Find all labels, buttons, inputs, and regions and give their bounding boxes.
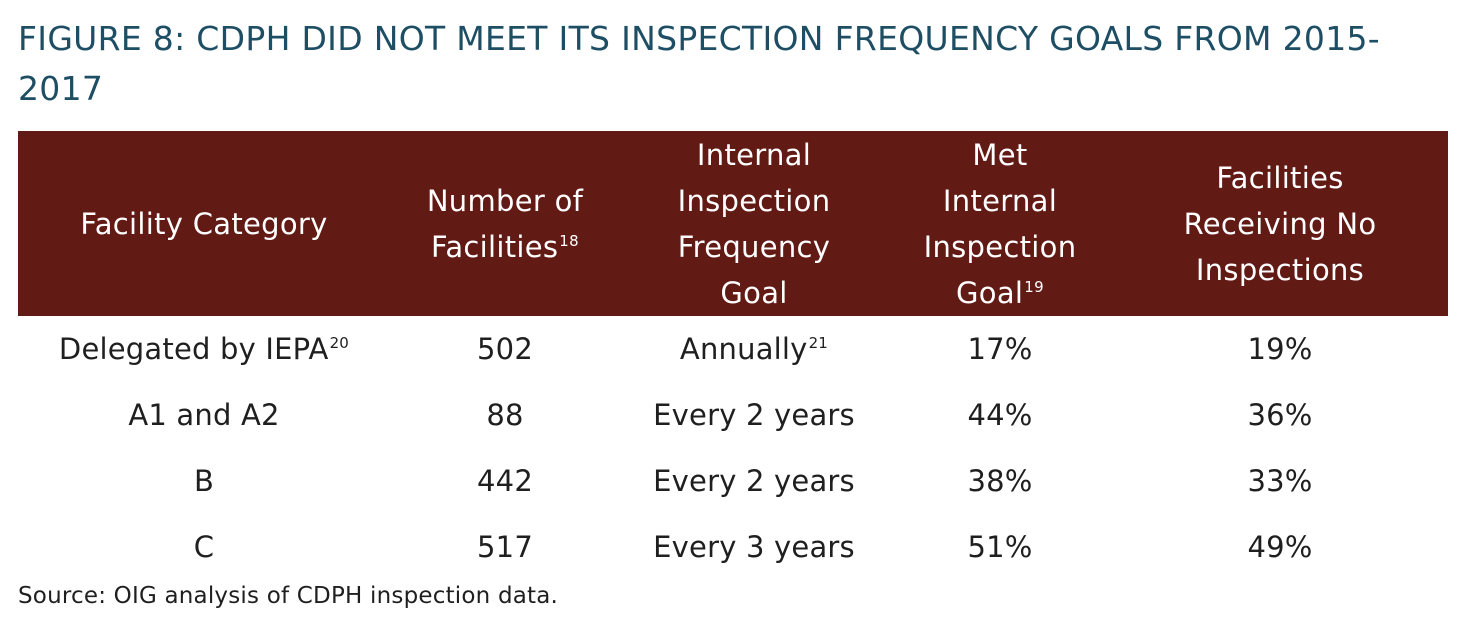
- header-internal-inspection-frequency-goal: Internal Inspection Frequency Goal: [620, 131, 888, 316]
- cell-goal: Every 3 years: [653, 530, 855, 564]
- header-line: Facility Category: [80, 206, 328, 241]
- header-line: Goal: [956, 275, 1024, 310]
- cell-category: C: [193, 530, 215, 564]
- header-line: Frequency: [677, 229, 831, 264]
- table-header-row: Facility Category Number of Facilities18…: [18, 131, 1448, 316]
- header-line: Goal: [720, 275, 788, 310]
- header-line: Facilities: [431, 229, 559, 264]
- cell-met: 44%: [967, 398, 1033, 432]
- table-row: B 442 Every 2 years 38% 33%: [18, 448, 1448, 514]
- cell-met: 17%: [967, 332, 1033, 366]
- footnote-marker: 19: [1024, 277, 1044, 296]
- cell-none: 33%: [1247, 464, 1313, 498]
- cell-none: 49%: [1247, 530, 1313, 564]
- header-line: Internal: [942, 183, 1058, 218]
- footnote-marker: 20: [329, 334, 350, 353]
- header-line: Inspection: [677, 183, 831, 218]
- cell-goal: Annually21: [679, 332, 829, 366]
- header-line: Inspection: [923, 229, 1077, 264]
- header-facility-category: Facility Category: [18, 131, 390, 316]
- cell-met: 38%: [967, 464, 1033, 498]
- header-number-of-facilities: Number of Facilities18: [390, 131, 620, 316]
- source-note: Source: OIG analysis of CDPH inspection …: [18, 583, 559, 609]
- cell-goal: Every 2 years: [653, 398, 855, 432]
- cell-category: B: [193, 464, 215, 498]
- cell-count: 502: [477, 332, 533, 366]
- header-line: Internal: [696, 137, 812, 172]
- header-line: Met: [972, 137, 1028, 172]
- figure-title: FIGURE 8: CDPH DID NOT MEET ITS INSPECTI…: [18, 19, 1381, 108]
- table-row: C 517 Every 3 years 51% 49%: [18, 514, 1448, 580]
- cell-category: A1 and A2: [128, 398, 280, 432]
- header-line: Number of: [426, 183, 584, 218]
- cell-count: 517: [477, 530, 533, 564]
- table-row: A1 and A2 88 Every 2 years 44% 36%: [18, 382, 1448, 448]
- header-facilities-receiving-no-inspections: Facilities Receiving No Inspections: [1112, 131, 1448, 316]
- cell-none: 36%: [1247, 398, 1313, 432]
- header-line: Facilities: [1216, 160, 1344, 195]
- header-met-internal-inspection-goal: Met Internal Inspection Goal19: [888, 131, 1112, 316]
- cell-count: 442: [477, 464, 533, 498]
- footnote-marker: 21: [808, 334, 829, 353]
- cell-none: 19%: [1247, 332, 1313, 366]
- cell-category: Delegated by IEPA20: [58, 332, 350, 366]
- header-line: Inspections: [1195, 252, 1365, 287]
- header-line: Receiving No: [1183, 206, 1377, 241]
- inspection-frequency-table: Facility Category Number of Facilities18…: [18, 131, 1448, 580]
- footnote-marker: 18: [559, 231, 579, 250]
- cell-met: 51%: [967, 530, 1033, 564]
- cell-goal: Every 2 years: [653, 464, 855, 498]
- table-row: Delegated by IEPA20 502 Annually21 17% 1…: [18, 316, 1448, 382]
- cell-count: 88: [486, 398, 524, 432]
